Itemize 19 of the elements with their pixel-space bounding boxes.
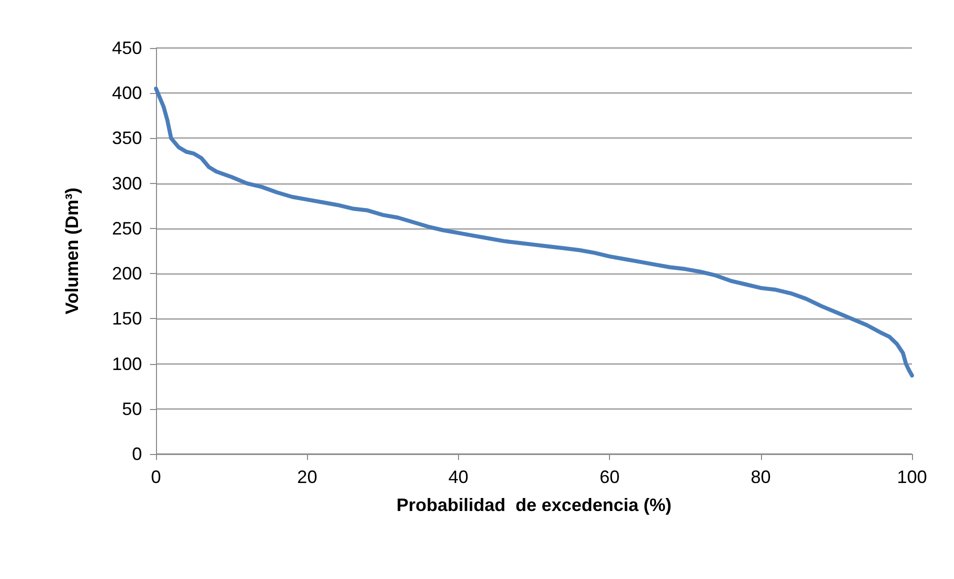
- x-axis-title: Probabilidad de excedencia (%): [396, 495, 672, 515]
- y-tick-label: 50: [122, 398, 142, 419]
- x-tick-label: 100: [896, 467, 928, 487]
- x-tick-label: 20: [297, 467, 318, 487]
- x-tick-label: 0: [150, 467, 162, 487]
- y-tick-label: 300: [112, 173, 142, 194]
- y-axis-title: Volumen (Dm³): [62, 188, 82, 314]
- y-tick-label: 350: [112, 128, 142, 148]
- y-tick-label: 200: [112, 264, 142, 284]
- y-tick-label: 150: [112, 308, 142, 329]
- line-series: [154, 86, 914, 378]
- x-tick-label: 80: [750, 467, 771, 487]
- y-tick-label: 250: [112, 218, 142, 238]
- y-tick-label: 450: [112, 38, 142, 58]
- x-tick-label: 40: [448, 467, 468, 487]
- x-tick-label: 60: [600, 467, 620, 487]
- y-tick-label: 0: [132, 444, 142, 464]
- y-tick-label: 100: [112, 354, 142, 374]
- y-tick-label: 400: [112, 83, 142, 104]
